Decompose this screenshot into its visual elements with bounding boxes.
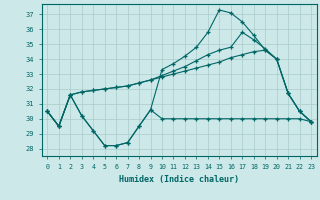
X-axis label: Humidex (Indice chaleur): Humidex (Indice chaleur) bbox=[119, 175, 239, 184]
